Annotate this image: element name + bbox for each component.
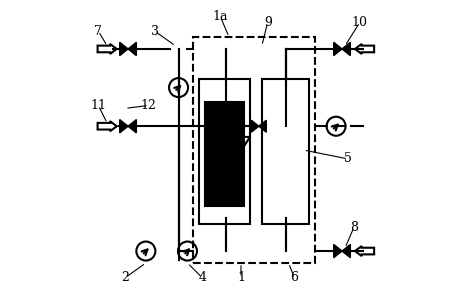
- Text: 1: 1: [237, 271, 245, 284]
- FancyArrow shape: [98, 44, 117, 54]
- Polygon shape: [334, 244, 342, 258]
- Polygon shape: [119, 42, 128, 56]
- Polygon shape: [251, 120, 259, 132]
- FancyArrow shape: [98, 121, 117, 131]
- Bar: [199, 79, 250, 224]
- Bar: [193, 37, 315, 263]
- Polygon shape: [342, 42, 350, 56]
- FancyArrow shape: [355, 44, 374, 54]
- Text: 4: 4: [198, 271, 206, 284]
- Text: 8: 8: [350, 221, 358, 234]
- Text: 1a: 1a: [212, 10, 228, 23]
- Bar: [205, 102, 244, 206]
- Polygon shape: [342, 244, 350, 258]
- Text: 6: 6: [290, 271, 298, 284]
- Text: 9: 9: [264, 16, 272, 29]
- Text: 12: 12: [141, 99, 157, 112]
- FancyArrow shape: [355, 246, 374, 256]
- Bar: [262, 79, 309, 224]
- Text: 2: 2: [121, 271, 129, 284]
- Text: 11: 11: [90, 99, 106, 112]
- Text: 10: 10: [352, 16, 368, 29]
- Polygon shape: [259, 120, 266, 132]
- Text: 5: 5: [344, 152, 352, 165]
- Polygon shape: [334, 42, 342, 56]
- Polygon shape: [128, 120, 136, 133]
- Polygon shape: [119, 120, 128, 133]
- Polygon shape: [128, 42, 136, 56]
- Text: 7: 7: [94, 25, 102, 38]
- Text: 3: 3: [151, 25, 159, 38]
